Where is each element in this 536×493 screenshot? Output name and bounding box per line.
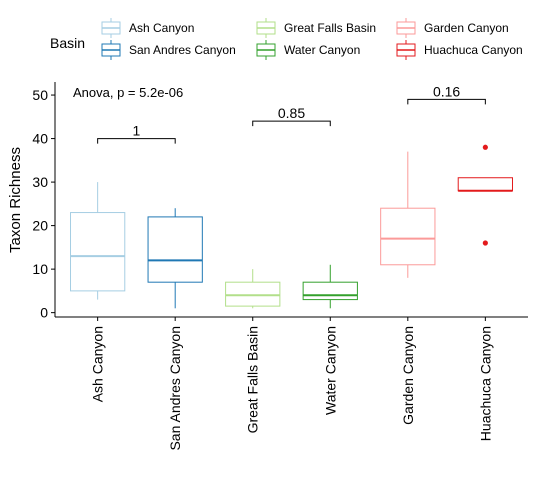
box-3 [302, 264, 358, 309]
box-iqr [302, 281, 358, 301]
x-ticks: Ash Canyon San Andres Canyon Great Falls B… [90, 317, 493, 451]
box-iqr [225, 281, 281, 307]
y-tick-label: 50 [32, 87, 48, 103]
comparison-bracket [407, 98, 486, 105]
y-tick-label: 10 [32, 261, 48, 277]
x-tick-label: Ash Canyon [90, 326, 106, 402]
box-iqr [147, 216, 203, 283]
y-tick-label: 20 [32, 218, 48, 234]
outlier-point [482, 144, 488, 150]
legend-item-3: Water Canyon [256, 40, 360, 60]
comparison-1: 0.85 [252, 105, 331, 127]
legend-item-4: Garden Canyon [396, 18, 509, 38]
outlier-point [482, 240, 488, 246]
comparison-pvalue: 0.16 [433, 83, 460, 99]
legend-label: San Andres Canyon [129, 43, 236, 57]
comparison-2: 0.16 [407, 83, 486, 105]
legend-item-0: Ash Canyon [101, 18, 194, 38]
legend: Basin Ash Canyon San Andres Canyon Great F… [50, 18, 523, 60]
comparison-bracket [252, 120, 331, 127]
comparison-0: 1 [97, 123, 176, 144]
comparison-bracket [97, 138, 176, 144]
y-tick-label: 40 [32, 131, 48, 147]
box-4 [380, 151, 436, 278]
y-tick-label: 30 [32, 174, 48, 190]
legend-label: Water Canyon [284, 43, 360, 57]
legend-label: Ash Canyon [129, 21, 194, 35]
legend-item-1: San Andres Canyon [101, 40, 236, 60]
boxes [70, 144, 513, 309]
x-tick-label: Water Canyon [322, 326, 338, 415]
y-axis-label: Taxon Richness [7, 147, 24, 253]
comparison-pvalue: 0.85 [278, 105, 305, 121]
box-2 [225, 269, 281, 309]
legend-label: Huachuca Canyon [424, 43, 523, 57]
x-tick-label: Garden Canyon [400, 326, 416, 425]
box-iqr [70, 212, 126, 292]
legend-label: Garden Canyon [424, 21, 509, 35]
legend-item-2: Great Falls Basin [256, 18, 376, 38]
legend-label: Great Falls Basin [284, 21, 376, 35]
y-ticks: 0 10 20 30 40 50 [32, 87, 55, 321]
box-iqr [380, 207, 436, 266]
box-1 [147, 208, 203, 309]
legend-items: Ash Canyon San Andres Canyon Great Falls B… [101, 18, 523, 60]
x-tick-label: Great Falls Basin [245, 326, 261, 433]
anova-annotation: Anova, p = 5.2e-06 [73, 85, 183, 100]
legend-item-5: Huachuca Canyon [396, 40, 523, 60]
comparison-pvalue: 1 [133, 123, 141, 139]
box-iqr [457, 177, 513, 192]
comparison-brackets: 1 0.85 0.16 [97, 83, 486, 144]
box-0 [70, 182, 126, 300]
y-tick-label: 0 [40, 305, 48, 321]
x-tick-label: Huachuca Canyon [477, 326, 493, 441]
x-tick-label: San Andres Canyon [167, 326, 183, 451]
box-5 [457, 144, 513, 246]
legend-title: Basin [50, 35, 85, 51]
